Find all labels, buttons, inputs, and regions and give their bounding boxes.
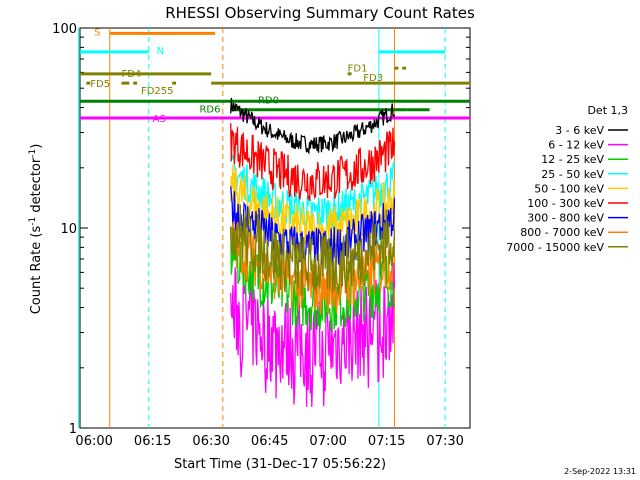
series-line-3 bbox=[230, 227, 396, 332]
legend-label: 800 - 7000 keV bbox=[520, 226, 604, 239]
flag-label-fd5: FD5 bbox=[90, 79, 110, 90]
x-tick-label: 06:45 bbox=[251, 434, 288, 449]
y-axis-label-prefix: Count Rate (s bbox=[29, 226, 44, 315]
legend-label: 25 - 50 keV bbox=[541, 168, 604, 181]
x-tick-label: 06:00 bbox=[75, 434, 112, 449]
x-tick-label: 07:15 bbox=[368, 434, 405, 449]
series-line-6 bbox=[230, 123, 396, 201]
legend-label: 300 - 800 keV bbox=[527, 212, 604, 225]
series-line-2 bbox=[230, 262, 396, 407]
x-tick-label: 06:30 bbox=[192, 434, 229, 449]
y-axis-label-close: ) bbox=[29, 144, 44, 149]
flag-label-s: S bbox=[94, 28, 100, 39]
y-axis-label-sup: -1 bbox=[28, 217, 38, 226]
y-tick-label: 100 bbox=[52, 22, 77, 37]
y-tick-label: 1 bbox=[69, 422, 77, 437]
y-axis-label-suffix: detector bbox=[29, 157, 44, 217]
flag-label-as: AS bbox=[153, 114, 166, 125]
chart-title: RHESSI Observing Summary Count Rates bbox=[165, 4, 475, 22]
plot-area: 1 10 100 06:00 06:15 06:30 06:45 07:00 07:15 07:3… bbox=[52, 22, 628, 449]
flag-label-fd3: FD3 bbox=[363, 73, 383, 84]
x-tick-label: 06:15 bbox=[134, 434, 171, 449]
legend-label: 6 - 12 keV bbox=[548, 139, 604, 152]
series-line-1 bbox=[230, 97, 396, 155]
x-tick-label: 07:00 bbox=[309, 434, 346, 449]
flag-label-fd1: FD1 bbox=[348, 63, 368, 74]
y-axis-label-sup-2: -1 bbox=[28, 149, 38, 158]
flag-label-fd255: FD255 bbox=[141, 86, 174, 97]
x-tick-label: 07:30 bbox=[426, 434, 463, 449]
flag-label-rd6: RD6 bbox=[199, 105, 220, 116]
footer-timestamp: 2-Sep-2022 13:31 bbox=[564, 467, 636, 476]
y-tick-label: 10 bbox=[60, 222, 77, 237]
series-line-4 bbox=[230, 152, 396, 231]
y-axis-label: Count Rate (s-1 detector-1) bbox=[28, 144, 44, 315]
flag-label-rd0: RD0 bbox=[258, 95, 279, 106]
flag-label-n: N bbox=[157, 46, 164, 57]
legend-label: 12 - 25 keV bbox=[541, 153, 604, 166]
legend-label: 100 - 300 keV bbox=[527, 197, 604, 210]
legend-label: 3 - 6 keV bbox=[555, 124, 604, 137]
flag-label-fd4: FD4 bbox=[121, 69, 141, 80]
legend-label: 7000 - 15000 keV bbox=[506, 241, 604, 254]
series-line-9 bbox=[230, 204, 396, 296]
legend-title: Det 1,3 bbox=[587, 104, 628, 117]
x-axis-label: Start Time (31-Dec-17 05:56:22) bbox=[174, 457, 386, 472]
legend-label: 50 - 100 keV bbox=[534, 182, 604, 195]
